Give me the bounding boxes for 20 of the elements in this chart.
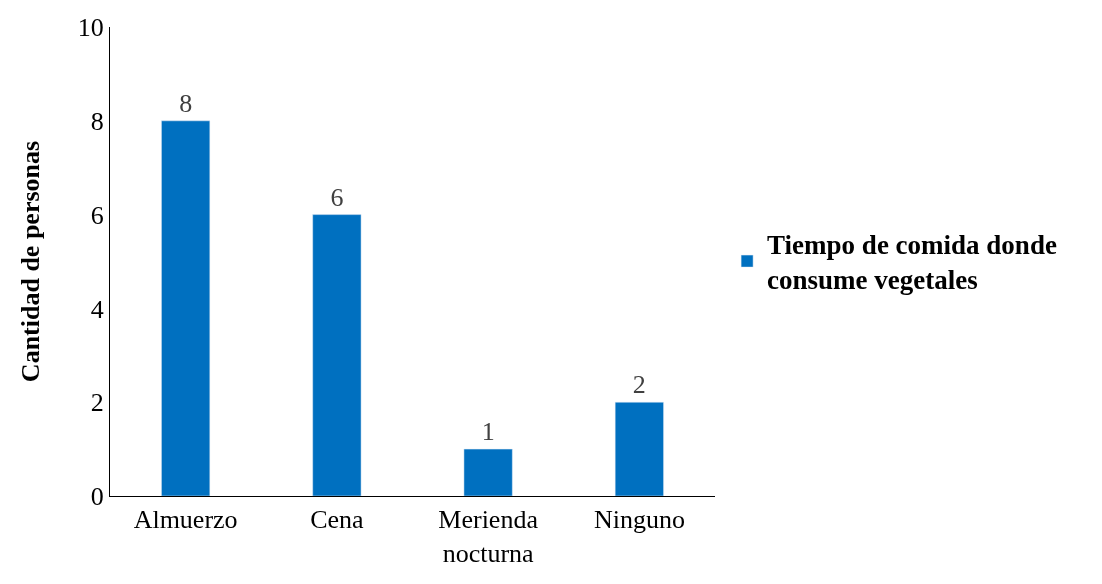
y-tick-label: 0 [90,482,104,512]
bar [161,120,211,496]
data-label: 6 [330,182,344,212]
bar [463,448,513,496]
x-tick-label: Ninguno [593,505,685,535]
y-tick-label: 10 [77,13,104,43]
data-label: 8 [179,88,193,118]
bar [614,401,664,496]
y-axis-title: Cantidad de personas [16,140,46,383]
x-tick-label: Cena [310,505,365,535]
y-tick-label: 2 [90,388,104,418]
data-label: 2 [632,370,646,400]
y-tick-label: 4 [90,294,104,324]
legend-label: Tiempo de comida donde consume vegetales [767,230,1057,296]
bar [312,214,362,496]
data-label: 1 [481,417,495,447]
y-tick-label: 6 [90,200,104,230]
x-tick-label: Almuerzo [133,505,238,535]
y-tick-label: 8 [90,106,104,136]
x-tick-label: Merienda nocturna [438,505,539,568]
